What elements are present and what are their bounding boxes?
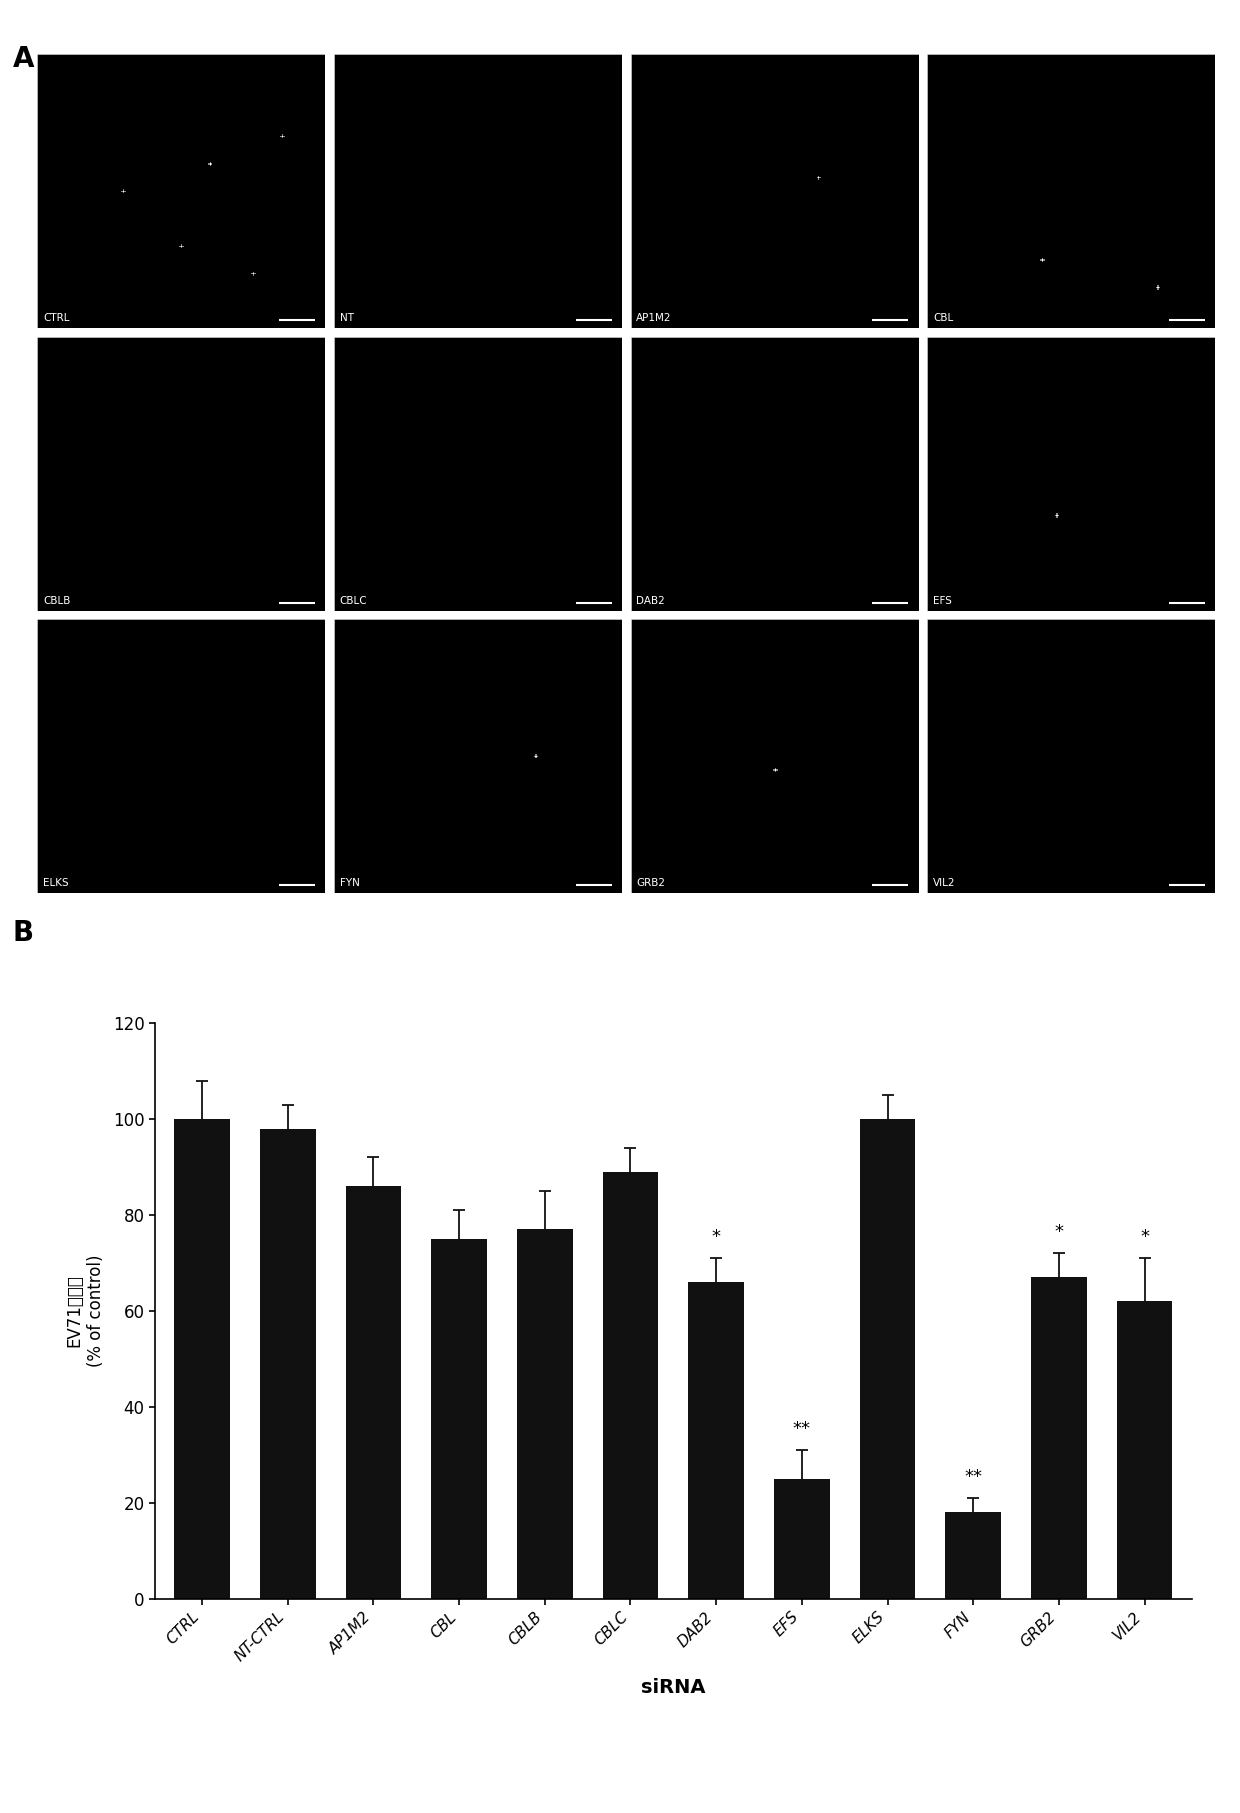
- Text: *: *: [1140, 1227, 1149, 1246]
- Bar: [1117, 1302, 1172, 1599]
- Text: CBL: CBL: [932, 314, 954, 323]
- Bar: [346, 1186, 402, 1599]
- Text: *: *: [1054, 1224, 1064, 1242]
- Bar: [774, 1479, 830, 1599]
- Text: DAB2: DAB2: [636, 596, 665, 606]
- Bar: [859, 1119, 915, 1599]
- Bar: [517, 1229, 573, 1599]
- Text: **: **: [965, 1469, 982, 1487]
- Text: ELKS: ELKS: [43, 877, 68, 888]
- X-axis label: siRNA: siRNA: [641, 1679, 706, 1697]
- Text: B: B: [12, 919, 33, 946]
- Text: CBLC: CBLC: [340, 596, 367, 606]
- Bar: [603, 1171, 658, 1599]
- Text: **: **: [792, 1420, 811, 1438]
- Y-axis label: EV71感染性
(% of control): EV71感染性 (% of control): [66, 1255, 104, 1367]
- Bar: [688, 1282, 744, 1599]
- Bar: [945, 1512, 1001, 1599]
- Text: CBLB: CBLB: [43, 596, 71, 606]
- Bar: [175, 1119, 229, 1599]
- Text: GRB2: GRB2: [636, 877, 666, 888]
- Text: CTRL: CTRL: [43, 314, 69, 323]
- Bar: [1030, 1278, 1086, 1599]
- Text: EFS: EFS: [932, 596, 952, 606]
- Text: AP1M2: AP1M2: [636, 314, 672, 323]
- Text: FYN: FYN: [340, 877, 360, 888]
- Text: A: A: [12, 45, 33, 73]
- Text: *: *: [712, 1227, 720, 1246]
- Text: VIL2: VIL2: [932, 877, 956, 888]
- Text: NT: NT: [340, 314, 353, 323]
- Bar: [260, 1129, 316, 1599]
- Bar: [432, 1238, 487, 1599]
